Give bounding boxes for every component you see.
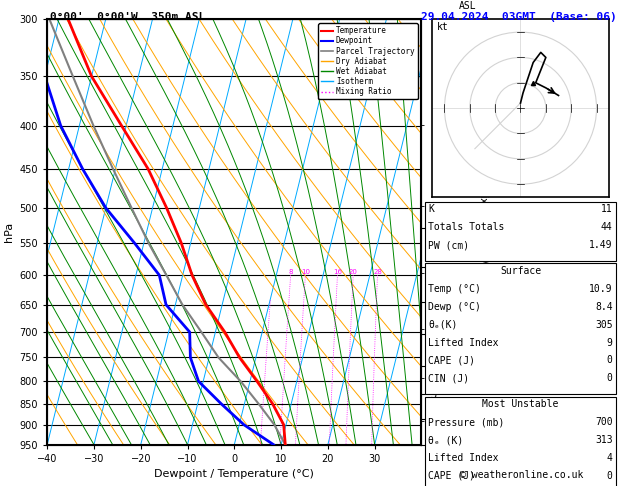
Text: θₑ (K): θₑ (K) xyxy=(428,435,464,445)
Text: 313: 313 xyxy=(595,435,613,445)
Text: 0: 0 xyxy=(607,373,613,383)
Text: PW (cm): PW (cm) xyxy=(428,240,469,250)
Text: Temp (°C): Temp (°C) xyxy=(428,284,481,294)
Text: 16: 16 xyxy=(333,269,342,275)
Text: 0°00'  0°00'W  350m ASL: 0°00' 0°00'W 350m ASL xyxy=(50,12,206,22)
Text: 9: 9 xyxy=(607,338,613,347)
Text: kt: kt xyxy=(437,21,448,32)
Text: Most Unstable: Most Unstable xyxy=(482,399,559,409)
Bar xyxy=(425,202,616,260)
Text: LCL: LCL xyxy=(424,443,439,452)
Text: 0: 0 xyxy=(607,471,613,481)
Text: K: K xyxy=(428,205,434,214)
Bar xyxy=(425,263,616,394)
Text: θₑ(K): θₑ(K) xyxy=(428,320,458,330)
Legend: Temperature, Dewpoint, Parcel Trajectory, Dry Adiabat, Wet Adiabat, Isotherm, Mi: Temperature, Dewpoint, Parcel Trajectory… xyxy=(318,23,418,99)
Text: 28: 28 xyxy=(373,269,382,275)
Text: Lifted Index: Lifted Index xyxy=(428,453,499,463)
Text: 1.49: 1.49 xyxy=(589,240,613,250)
Text: 700: 700 xyxy=(595,417,613,427)
Y-axis label: Mixing Ratio (g/kg): Mixing Ratio (g/kg) xyxy=(479,186,488,278)
Text: 10.9: 10.9 xyxy=(589,284,613,294)
Text: 20: 20 xyxy=(348,269,358,275)
Text: CIN (J): CIN (J) xyxy=(428,373,469,383)
X-axis label: Dewpoint / Temperature (°C): Dewpoint / Temperature (°C) xyxy=(154,469,314,479)
Text: © weatheronline.co.uk: © weatheronline.co.uk xyxy=(460,470,584,480)
Text: Totals Totals: Totals Totals xyxy=(428,222,505,232)
Text: 44: 44 xyxy=(601,222,613,232)
Text: Lifted Index: Lifted Index xyxy=(428,338,499,347)
Y-axis label: hPa: hPa xyxy=(4,222,14,242)
Text: 29.04.2024  03GMT  (Base: 06): 29.04.2024 03GMT (Base: 06) xyxy=(421,12,617,22)
Text: 8.4: 8.4 xyxy=(595,302,613,312)
Text: km
ASL: km ASL xyxy=(459,0,477,11)
Bar xyxy=(425,397,616,486)
Text: CAPE (J): CAPE (J) xyxy=(428,355,476,365)
Text: 305: 305 xyxy=(595,320,613,330)
Text: CAPE (J): CAPE (J) xyxy=(428,471,476,481)
Text: Surface: Surface xyxy=(500,266,541,276)
Text: 8: 8 xyxy=(289,269,293,275)
Text: 0: 0 xyxy=(607,355,613,365)
Text: 4: 4 xyxy=(607,453,613,463)
Text: 10: 10 xyxy=(301,269,310,275)
Text: Pressure (mb): Pressure (mb) xyxy=(428,417,505,427)
Text: Dewp (°C): Dewp (°C) xyxy=(428,302,481,312)
Text: 11: 11 xyxy=(601,205,613,214)
